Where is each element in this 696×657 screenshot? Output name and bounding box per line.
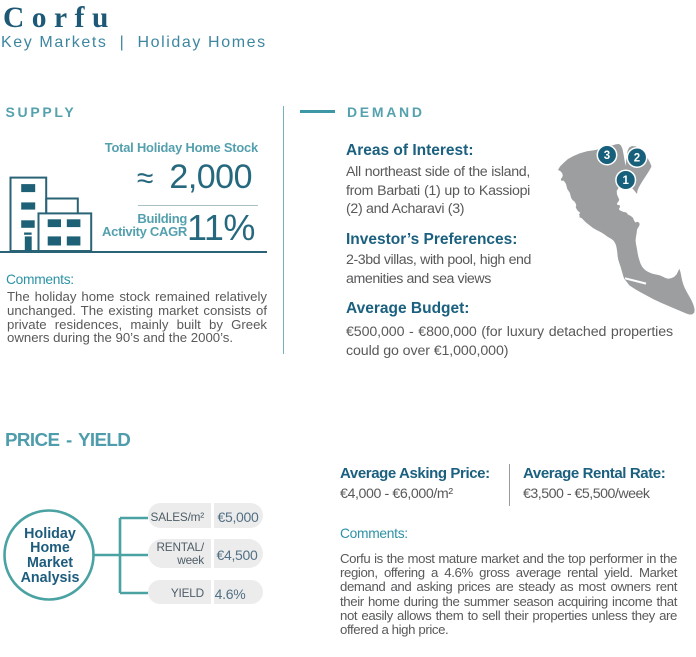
svg-text:1: 1 — [622, 175, 629, 187]
svg-text:3: 3 — [604, 150, 610, 162]
svg-text:2: 2 — [634, 153, 640, 165]
